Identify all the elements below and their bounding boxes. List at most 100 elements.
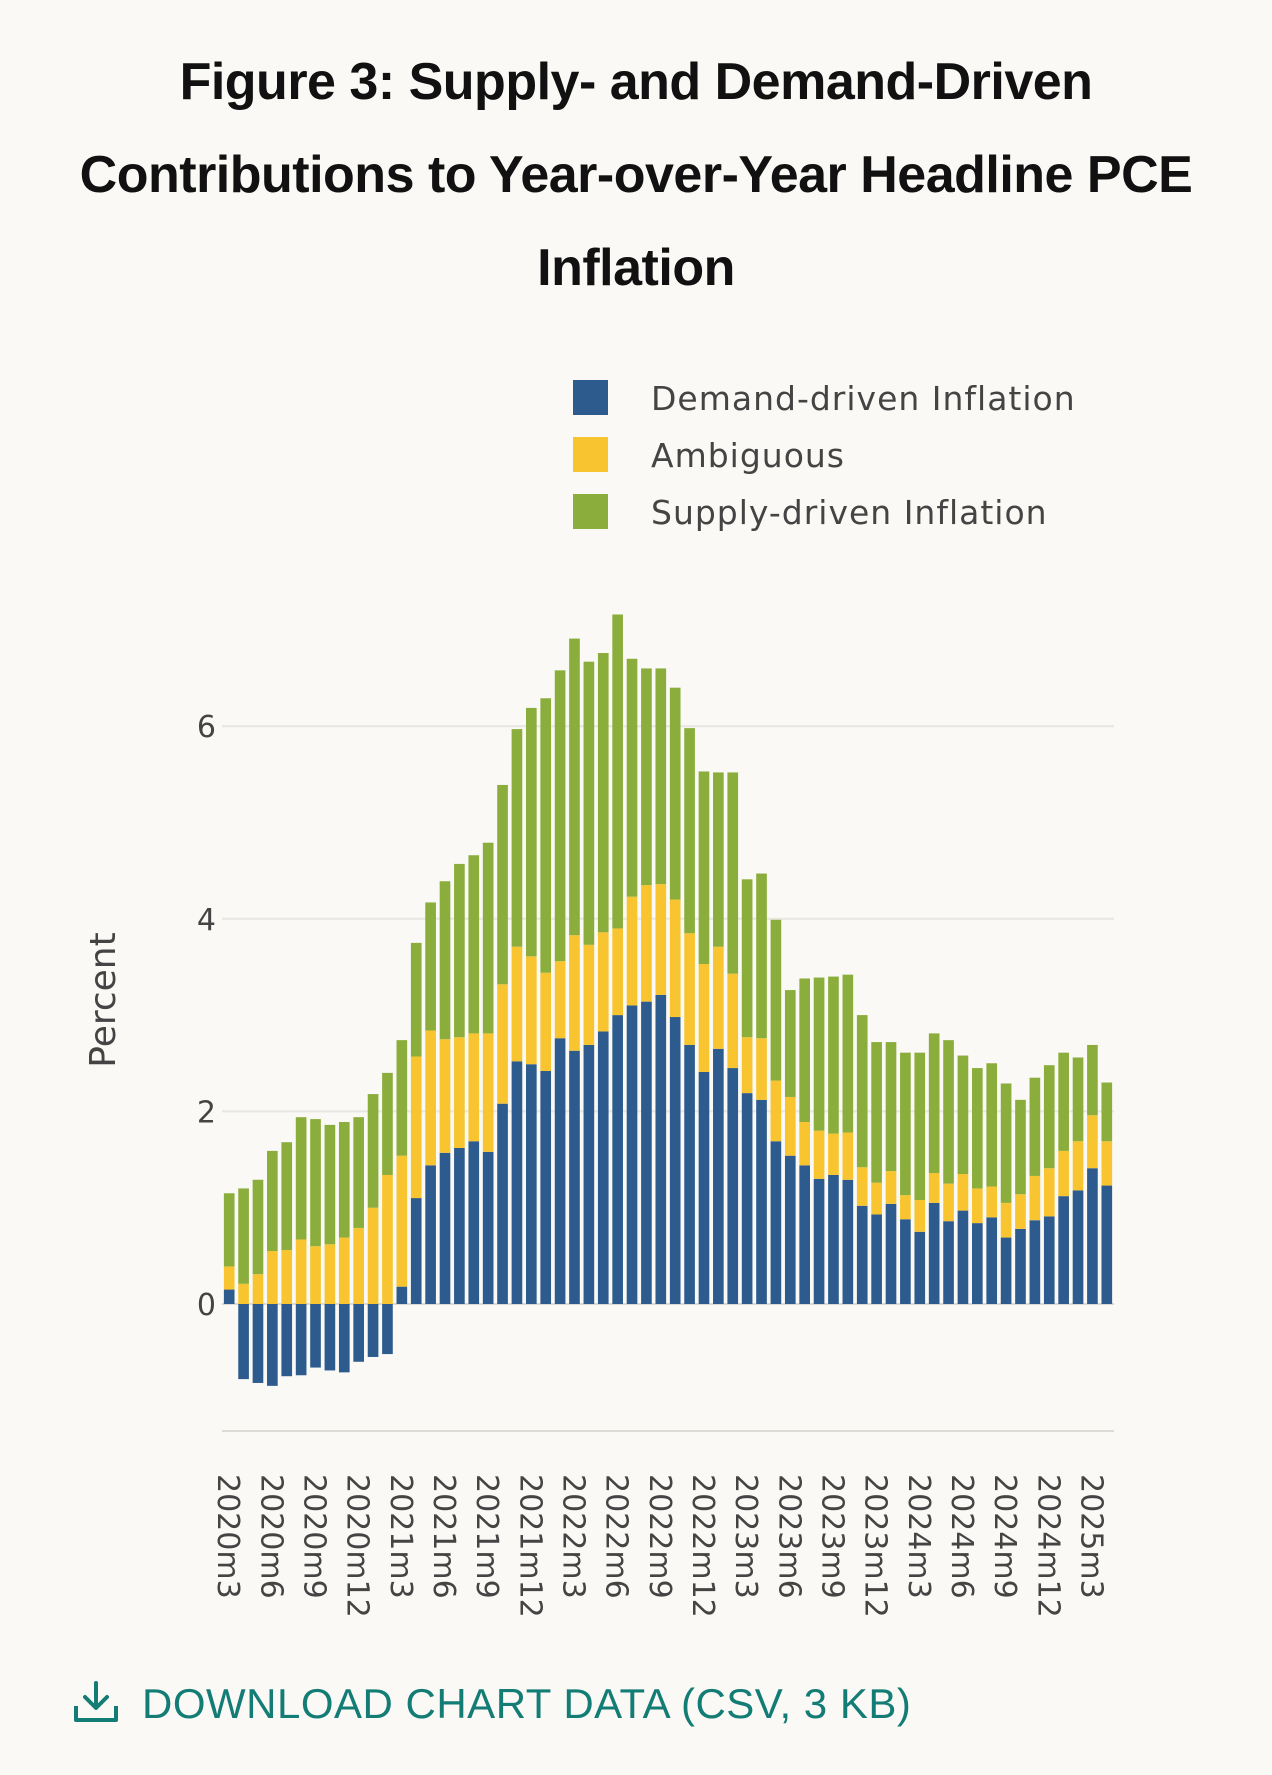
bar-ambiguous-2020m6 bbox=[267, 1251, 278, 1304]
bar-demand-driven-inflation-2021m11 bbox=[511, 1061, 523, 1304]
bar-supply-driven-inflation-2022m12 bbox=[698, 771, 710, 965]
bar-ambiguous-2024m3 bbox=[914, 1199, 926, 1232]
bar-demand-driven-inflation-2022m3 bbox=[569, 1050, 580, 1304]
x-tick-label: 2022m3 bbox=[555, 1474, 590, 1599]
bar-supply-driven-inflation-2021m9 bbox=[482, 842, 494, 1034]
bar-demand-driven-inflation-2024m6 bbox=[957, 1210, 969, 1304]
bar-demand-driven-inflation-2020m4 bbox=[238, 1304, 249, 1380]
bar-demand-driven-inflation-2025m3 bbox=[1087, 1168, 1098, 1304]
bar-supply-driven-inflation-2021m1 bbox=[367, 1094, 379, 1208]
bar-ambiguous-2021m3 bbox=[396, 1155, 408, 1287]
bar-supply-driven-inflation-2022m10 bbox=[669, 687, 681, 900]
bar-ambiguous-2021m4 bbox=[410, 1056, 422, 1199]
x-tick-label: 2021m6 bbox=[426, 1474, 461, 1599]
bar-demand-driven-inflation-2021m9 bbox=[482, 1151, 494, 1304]
bar-demand-driven-inflation-2023m12 bbox=[871, 1214, 882, 1304]
bar-demand-driven-inflation-2022m6 bbox=[612, 1015, 623, 1304]
bar-ambiguous-2022m12 bbox=[698, 964, 710, 1072]
x-tick-label: 2023m12 bbox=[858, 1474, 893, 1618]
bar-demand-driven-inflation-2025m1 bbox=[1058, 1196, 1069, 1304]
bar-supply-driven-inflation-2021m6 bbox=[439, 881, 451, 1040]
bar-ambiguous-2024m11 bbox=[1029, 1175, 1041, 1221]
bar-demand-driven-inflation-2020m9 bbox=[310, 1304, 321, 1368]
bar-demand-driven-inflation-2023m4 bbox=[756, 1099, 767, 1304]
x-tick-label: 2024m12 bbox=[1030, 1474, 1065, 1618]
bar-demand-driven-inflation-2023m10 bbox=[842, 1179, 854, 1304]
bar-supply-driven-inflation-2024m1 bbox=[885, 1042, 897, 1172]
bar-demand-driven-inflation-2023m7 bbox=[799, 1165, 811, 1304]
bar-demand-driven-inflation-2024m4 bbox=[928, 1202, 940, 1304]
bar-demand-driven-inflation-2022m4 bbox=[583, 1044, 595, 1304]
bar-ambiguous-2024m9 bbox=[1000, 1202, 1012, 1238]
bar-demand-driven-inflation-2020m6 bbox=[267, 1304, 278, 1386]
bar-demand-driven-inflation-2023m9 bbox=[828, 1174, 839, 1304]
stacked-bar-chart: Demand-driven Inflation Ambiguous Supply… bbox=[83, 379, 1114, 1618]
bar-demand-driven-inflation-2021m8 bbox=[468, 1141, 480, 1304]
x-tick-label: 2022m12 bbox=[685, 1474, 720, 1618]
legend-item-ambiguous[interactable]: Ambiguous bbox=[573, 436, 845, 475]
bar-supply-driven-inflation-2024m12 bbox=[1043, 1065, 1055, 1169]
bar-supply-driven-inflation-2024m8 bbox=[986, 1063, 998, 1187]
x-tick-label: 2022m6 bbox=[599, 1474, 634, 1599]
bar-demand-driven-inflation-2024m8 bbox=[986, 1217, 998, 1304]
bar-supply-driven-inflation-2022m8 bbox=[641, 668, 652, 886]
bar-supply-driven-inflation-2024m6 bbox=[957, 1055, 969, 1174]
bar-ambiguous-2020m4 bbox=[238, 1283, 249, 1304]
bar-ambiguous-2022m4 bbox=[583, 944, 595, 1045]
bar-supply-driven-inflation-2022m4 bbox=[583, 661, 595, 945]
bar-demand-driven-inflation-2021m4 bbox=[410, 1198, 422, 1304]
bar-ambiguous-2022m1 bbox=[540, 972, 552, 1071]
bar-supply-driven-inflation-2020m11 bbox=[338, 1121, 350, 1238]
bar-ambiguous-2022m5 bbox=[597, 932, 609, 1032]
bar-supply-driven-inflation-2021m2 bbox=[382, 1072, 393, 1175]
bar-demand-driven-inflation-2024m10 bbox=[1015, 1228, 1026, 1304]
bar-supply-driven-inflation-2021m3 bbox=[396, 1040, 408, 1156]
bar-ambiguous-2021m11 bbox=[511, 946, 523, 1062]
bar-ambiguous-2021m10 bbox=[497, 984, 508, 1104]
bar-supply-driven-inflation-2022m2 bbox=[554, 670, 566, 962]
bar-ambiguous-2021m5 bbox=[425, 1030, 436, 1166]
y-tick-label: 2 bbox=[197, 1095, 216, 1130]
bar-demand-driven-inflation-2022m7 bbox=[626, 1005, 638, 1304]
bar-demand-driven-inflation-2022m10 bbox=[669, 1017, 681, 1304]
bar-supply-driven-inflation-2025m1 bbox=[1058, 1052, 1069, 1151]
bar-ambiguous-2022m9 bbox=[655, 884, 667, 995]
bar-demand-driven-inflation-2024m11 bbox=[1029, 1220, 1041, 1304]
y-tick-label: 4 bbox=[197, 903, 216, 938]
bar-ambiguous-2024m2 bbox=[900, 1195, 911, 1220]
bar-ambiguous-2022m7 bbox=[626, 896, 638, 1006]
bar-demand-driven-inflation-2024m7 bbox=[971, 1223, 983, 1304]
legend-item-supply[interactable]: Supply-driven Inflation bbox=[573, 493, 1048, 532]
bar-supply-driven-inflation-2021m11 bbox=[511, 729, 523, 947]
x-tick-label: 2021m3 bbox=[383, 1474, 418, 1599]
bar-demand-driven-inflation-2023m6 bbox=[784, 1155, 796, 1304]
x-tick-label: 2020m6 bbox=[253, 1474, 288, 1599]
bar-ambiguous-2024m10 bbox=[1015, 1194, 1026, 1229]
bar-demand-driven-inflation-2022m11 bbox=[684, 1044, 695, 1304]
bar-ambiguous-2023m11 bbox=[856, 1167, 868, 1206]
bar-ambiguous-2024m7 bbox=[971, 1188, 983, 1224]
bar-demand-driven-inflation-2022m9 bbox=[655, 994, 667, 1304]
bar-ambiguous-2020m8 bbox=[295, 1239, 307, 1304]
x-tick-label: 2024m3 bbox=[901, 1474, 936, 1599]
legend-item-demand[interactable]: Demand-driven Inflation bbox=[573, 379, 1076, 418]
bar-supply-driven-inflation-2022m3 bbox=[569, 638, 580, 936]
legend-swatch-demand bbox=[573, 380, 608, 415]
bar-ambiguous-2023m2 bbox=[727, 973, 739, 1069]
legend-swatch-supply bbox=[573, 494, 608, 529]
bar-ambiguous-2023m10 bbox=[842, 1132, 854, 1180]
y-tick-label: 6 bbox=[197, 710, 216, 745]
x-tick-label: 2021m12 bbox=[512, 1474, 547, 1618]
bar-supply-driven-inflation-2024m10 bbox=[1015, 1099, 1026, 1195]
bar-ambiguous-2022m2 bbox=[554, 961, 566, 1039]
bar-demand-driven-inflation-2025m2 bbox=[1072, 1190, 1084, 1304]
bar-ambiguous-2022m3 bbox=[569, 935, 580, 1051]
bar-demand-driven-inflation-2021m7 bbox=[454, 1147, 465, 1304]
bar-ambiguous-2024m12 bbox=[1043, 1168, 1055, 1217]
bar-ambiguous-2021m6 bbox=[439, 1039, 451, 1153]
legend-swatch-ambiguous bbox=[573, 437, 608, 472]
bar-supply-driven-inflation-2020m8 bbox=[295, 1117, 307, 1240]
bar-supply-driven-inflation-2024m11 bbox=[1029, 1077, 1041, 1176]
download-chart-data-link[interactable]: DOWNLOAD CHART DATA (CSV, 3 KB) bbox=[72, 1680, 911, 1728]
bar-supply-driven-inflation-2020m7 bbox=[281, 1142, 293, 1251]
